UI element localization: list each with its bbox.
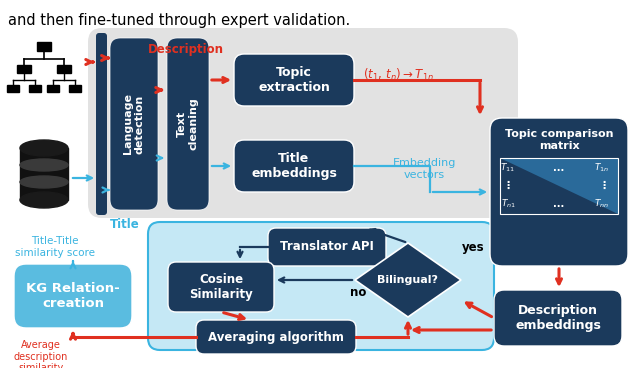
Text: Description
embeddings: Description embeddings: [515, 304, 601, 332]
Text: Translator API: Translator API: [280, 241, 374, 254]
FancyBboxPatch shape: [88, 28, 518, 218]
Text: and then fine-tuned through expert validation.: and then fine-tuned through expert valid…: [8, 13, 350, 28]
Text: ...: ...: [554, 163, 564, 173]
FancyBboxPatch shape: [196, 320, 356, 354]
Text: Text
cleaning: Text cleaning: [177, 98, 199, 151]
Text: Cosine
Similarity: Cosine Similarity: [189, 273, 253, 301]
FancyBboxPatch shape: [14, 264, 132, 328]
FancyBboxPatch shape: [148, 222, 494, 350]
Text: $T_{11}$: $T_{11}$: [500, 162, 515, 174]
Text: Title: Title: [110, 218, 140, 231]
FancyBboxPatch shape: [234, 54, 354, 106]
Text: Title
embeddings: Title embeddings: [251, 152, 337, 180]
Polygon shape: [500, 158, 618, 214]
Text: yes: yes: [461, 241, 484, 255]
Text: Title-Title
similarity score: Title-Title similarity score: [15, 236, 95, 258]
Bar: [500, 158, 618, 214]
Text: no: no: [350, 286, 366, 298]
FancyBboxPatch shape: [168, 262, 274, 312]
Bar: [29, 85, 41, 92]
Bar: [69, 85, 81, 92]
Ellipse shape: [20, 176, 68, 188]
Text: $T_{1n}$: $T_{1n}$: [595, 162, 609, 174]
FancyBboxPatch shape: [110, 38, 158, 210]
FancyBboxPatch shape: [490, 118, 628, 266]
Text: Averaging algorithm: Averaging algorithm: [208, 330, 344, 343]
Bar: [17, 65, 31, 73]
Text: $T_{n1}$: $T_{n1}$: [500, 198, 515, 210]
FancyBboxPatch shape: [167, 38, 209, 210]
Text: Topic
extraction: Topic extraction: [258, 66, 330, 94]
Text: ⋮: ⋮: [502, 181, 513, 191]
Text: $T_{nn}$: $T_{nn}$: [595, 198, 609, 210]
Text: Average
description
similarity: Average description similarity: [14, 340, 68, 368]
Bar: [20, 148, 68, 200]
Bar: [57, 65, 71, 73]
Text: Description: Description: [148, 43, 224, 56]
FancyBboxPatch shape: [234, 140, 354, 192]
Bar: [37, 42, 51, 51]
Text: Language
detection: Language detection: [123, 93, 145, 155]
Text: Topic comparison
matrix: Topic comparison matrix: [505, 129, 613, 151]
Bar: [47, 85, 59, 92]
Text: ⋮: ⋮: [598, 181, 609, 191]
Text: $(t_1,\,t_n) \rightarrow T_{1n}$: $(t_1,\,t_n) \rightarrow T_{1n}$: [363, 67, 434, 83]
FancyBboxPatch shape: [494, 290, 622, 346]
Bar: [7, 85, 19, 92]
Text: ...: ...: [554, 199, 564, 209]
Ellipse shape: [20, 192, 68, 208]
Ellipse shape: [20, 159, 68, 171]
Polygon shape: [355, 243, 461, 317]
FancyBboxPatch shape: [268, 228, 386, 266]
Ellipse shape: [20, 140, 68, 156]
FancyBboxPatch shape: [96, 33, 107, 215]
Text: KG Relation-
creation: KG Relation- creation: [26, 282, 120, 310]
Text: Embedding
vectors: Embedding vectors: [393, 158, 456, 180]
Text: Bilingual?: Bilingual?: [378, 275, 438, 285]
